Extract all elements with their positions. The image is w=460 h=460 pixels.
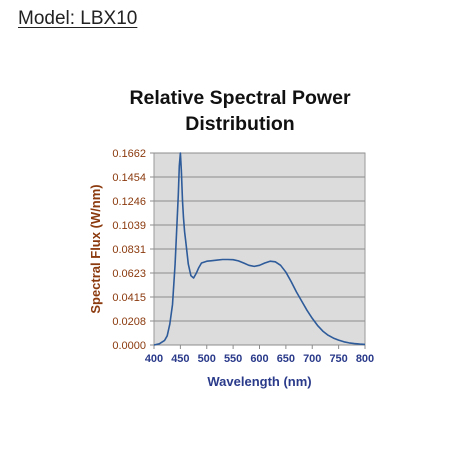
x-tick-label: 400: [145, 353, 163, 365]
x-tick-label: 450: [171, 353, 189, 365]
x-tick-labels: 400 450 500 550 600 650 700 750 800: [145, 353, 374, 365]
y-tick-label: 0.1039: [112, 220, 146, 232]
y-tick-label: 0.0415: [112, 292, 146, 304]
x-tick-label: 750: [329, 353, 347, 365]
series-line: [153, 152, 366, 346]
x-axis-label: Wavelength (nm): [207, 374, 311, 389]
chart-title: Relative Spectral Power: [129, 87, 351, 109]
x-tick-label: 700: [303, 353, 321, 365]
y-tick-label: 0.0208: [112, 316, 146, 328]
x-tick-label: 500: [198, 353, 216, 365]
y-tick-label: 0.0831: [112, 244, 146, 256]
y-tick-label: 0.1662: [112, 148, 146, 160]
x-tick-label: 600: [250, 353, 268, 365]
model-label: Model: LBX10: [18, 8, 138, 29]
y-tick-label: 0.1454: [112, 172, 146, 184]
gridlines: [150, 152, 366, 349]
y-tick-label: 0.0000: [112, 340, 146, 352]
y-tick-labels: 0.0000 0.0208 0.0415 0.0623 0.0831 0.1039 0.12…: [112, 148, 146, 352]
y-tick-label: 0.1246: [112, 196, 146, 208]
y-tick-label: 0.0623: [112, 268, 146, 280]
x-tick-label: 550: [224, 353, 242, 365]
x-tick-label: 650: [277, 353, 295, 365]
chart-title-line2: Distribution: [185, 113, 295, 135]
y-axis-label: Spectral Flux (W/nm): [88, 184, 103, 313]
x-tick-label: 800: [356, 353, 374, 365]
